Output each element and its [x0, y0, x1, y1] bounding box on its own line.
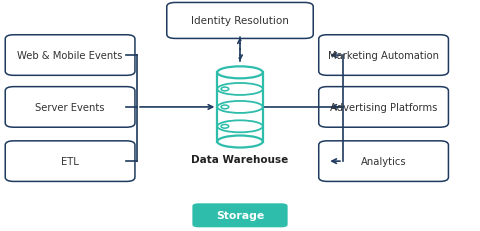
Text: Data Warehouse: Data Warehouse — [192, 154, 288, 164]
FancyBboxPatch shape — [167, 3, 313, 39]
Text: Advertising Platforms: Advertising Platforms — [330, 103, 437, 112]
Text: Web & Mobile Events: Web & Mobile Events — [17, 51, 123, 61]
FancyBboxPatch shape — [319, 141, 448, 182]
Text: Storage: Storage — [216, 210, 264, 220]
Ellipse shape — [217, 136, 263, 148]
FancyBboxPatch shape — [5, 87, 135, 128]
Ellipse shape — [217, 67, 263, 79]
Text: Marketing Automation: Marketing Automation — [328, 51, 439, 61]
FancyBboxPatch shape — [319, 36, 448, 76]
Text: Identity Resolution: Identity Resolution — [191, 16, 289, 26]
Text: Server Events: Server Events — [36, 103, 105, 112]
Text: ETL: ETL — [61, 156, 79, 166]
Ellipse shape — [217, 84, 263, 96]
FancyBboxPatch shape — [192, 204, 288, 227]
Text: Analytics: Analytics — [361, 156, 407, 166]
FancyBboxPatch shape — [319, 87, 448, 128]
FancyBboxPatch shape — [5, 36, 135, 76]
FancyBboxPatch shape — [5, 141, 135, 182]
Bar — [217, 73, 263, 142]
Ellipse shape — [217, 101, 263, 113]
Ellipse shape — [217, 121, 263, 133]
